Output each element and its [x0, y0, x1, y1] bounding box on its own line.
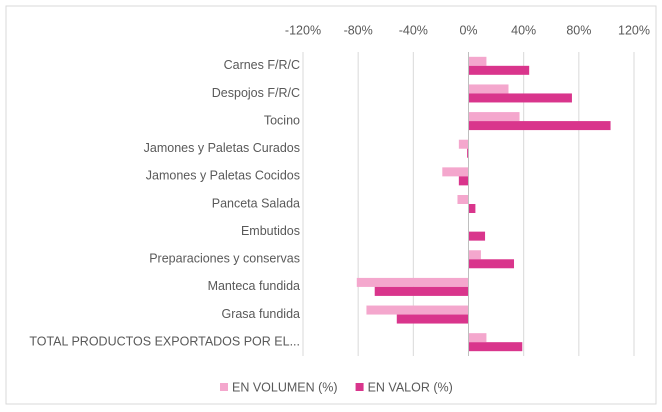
bar [457, 195, 469, 204]
legend-label: EN VALOR (%) [368, 380, 453, 394]
legend-label: EN VOLUMEN (%) [232, 380, 338, 394]
bar [366, 305, 469, 315]
bar [458, 176, 469, 186]
bar [468, 65, 530, 75]
x-tick-label: -80% [344, 23, 373, 37]
x-tick-label: -40% [399, 23, 428, 37]
bar [468, 112, 520, 122]
bar [468, 231, 486, 241]
legend-swatch [220, 383, 228, 391]
x-tick-label: 0% [459, 23, 477, 37]
bar [468, 259, 515, 269]
bar [468, 333, 487, 343]
bar [374, 286, 469, 296]
x-tick-label: 120% [618, 23, 650, 37]
legend-swatch [355, 383, 364, 391]
bar [468, 93, 572, 103]
y-tick-label: TOTAL PRODUCTOS EXPORTADOS POR EL... [29, 334, 300, 348]
y-tick-label: Preparaciones y conservas [149, 252, 300, 266]
bar [396, 314, 469, 324]
y-tick-label: Jamones y Paletas Curados [144, 141, 300, 155]
bar [356, 277, 469, 287]
bar [468, 56, 487, 66]
y-tick-label: Carnes F/R/C [224, 58, 300, 72]
bar [467, 148, 469, 158]
x-tick-label: 80% [566, 23, 591, 37]
x-tick-label: 40% [511, 23, 536, 37]
bar [442, 167, 469, 177]
y-tick-label: Panceta Salada [212, 196, 300, 210]
y-tick-label: Despojos F/R/C [212, 86, 300, 100]
y-tick-label: Embutidos [241, 224, 300, 238]
bar [468, 84, 509, 94]
y-tick-label: Manteca fundida [208, 279, 300, 293]
bar [468, 121, 611, 131]
bar [468, 204, 476, 213]
chart-frame [5, 5, 657, 405]
x-tick-label: -120% [285, 23, 321, 37]
bar [468, 342, 523, 352]
y-tick-label: Tocino [264, 113, 300, 127]
y-tick-label: Grasa fundida [221, 307, 300, 321]
y-tick-label: Jamones y Paletas Cocidos [146, 169, 300, 183]
bar [468, 250, 481, 260]
bar [458, 139, 469, 149]
